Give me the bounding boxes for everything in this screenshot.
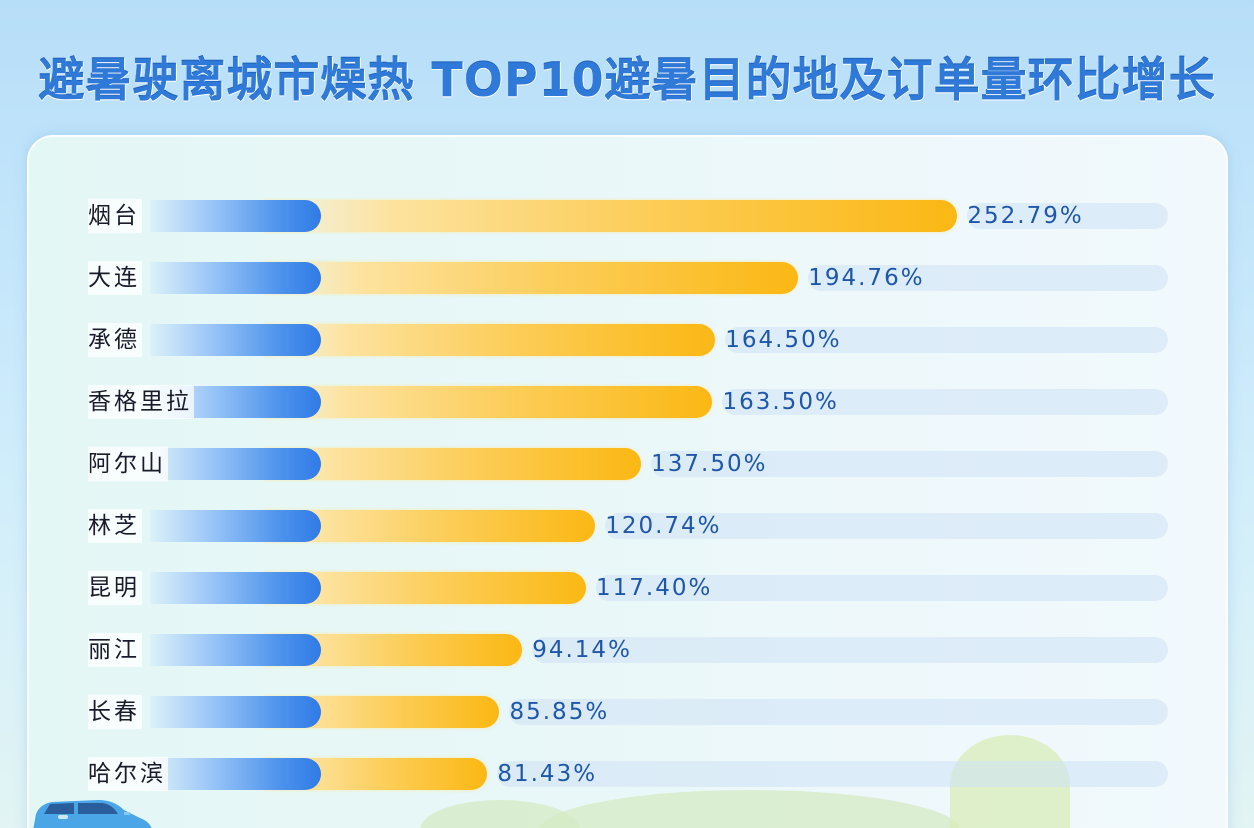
label-bar bbox=[150, 634, 321, 666]
label-bar bbox=[150, 448, 321, 480]
bar-track bbox=[725, 327, 1168, 353]
city-label: 大连 bbox=[88, 261, 142, 295]
bar-row: 烟台 252.79% bbox=[0, 199, 1254, 233]
bar-row: 哈尔滨 81.43% bbox=[0, 757, 1254, 791]
bar-track bbox=[509, 699, 1168, 725]
bar-row: 大连 194.76% bbox=[0, 261, 1254, 295]
bar-row: 承德 164.50% bbox=[0, 323, 1254, 357]
bar-row: 长春 85.85% bbox=[0, 695, 1254, 729]
bar-row: 林芝 120.74% bbox=[0, 509, 1254, 543]
city-label: 昆明 bbox=[88, 571, 142, 605]
city-label: 哈尔滨 bbox=[88, 757, 168, 791]
chart-title: 避暑驶离城市燥热 TOP10避暑目的地及订单量环比增长 bbox=[38, 53, 1216, 107]
city-label: 林芝 bbox=[88, 509, 142, 543]
growth-bar bbox=[264, 200, 958, 232]
bar-row: 香格里拉 163.50% bbox=[0, 385, 1254, 419]
label-bar bbox=[150, 572, 321, 604]
value-label: 252.79% bbox=[967, 203, 1084, 229]
city-label: 承德 bbox=[88, 323, 142, 357]
bar-track bbox=[967, 203, 1168, 229]
value-label: 194.76% bbox=[808, 265, 925, 291]
label-bar bbox=[150, 200, 321, 232]
label-bar bbox=[150, 758, 321, 790]
value-label: 85.85% bbox=[509, 699, 610, 725]
bar-row: 昆明 117.40% bbox=[0, 571, 1254, 605]
city-label: 长春 bbox=[88, 695, 142, 729]
bar-track bbox=[651, 451, 1168, 477]
value-label: 120.74% bbox=[605, 513, 722, 539]
city-label: 香格里拉 bbox=[88, 385, 194, 419]
bar-track bbox=[532, 637, 1168, 663]
value-label: 81.43% bbox=[497, 761, 598, 787]
value-label: 163.50% bbox=[722, 389, 839, 415]
city-label: 丽江 bbox=[88, 633, 142, 667]
label-bar bbox=[150, 324, 321, 356]
value-label: 94.14% bbox=[532, 637, 632, 663]
bar-row: 阿尔山 137.50% bbox=[0, 447, 1254, 481]
bar-track bbox=[596, 575, 1168, 601]
car-icon bbox=[33, 800, 152, 828]
value-label: 117.40% bbox=[596, 575, 713, 601]
growth-bar bbox=[264, 386, 713, 418]
bar-track bbox=[605, 513, 1168, 539]
label-bar bbox=[150, 262, 321, 294]
city-label: 阿尔山 bbox=[88, 447, 168, 481]
label-bar bbox=[150, 696, 321, 728]
label-bar bbox=[150, 510, 321, 542]
city-label: 烟台 bbox=[88, 199, 142, 233]
bar-row: 丽江 94.14% bbox=[0, 633, 1254, 667]
bar-track bbox=[722, 389, 1168, 415]
value-label: 164.50% bbox=[725, 327, 842, 353]
growth-bar bbox=[264, 448, 642, 480]
value-label: 137.50% bbox=[651, 451, 768, 477]
growth-bar bbox=[264, 324, 716, 356]
growth-bar bbox=[264, 262, 799, 294]
bar-track bbox=[497, 761, 1168, 787]
bar-track bbox=[808, 265, 1168, 291]
